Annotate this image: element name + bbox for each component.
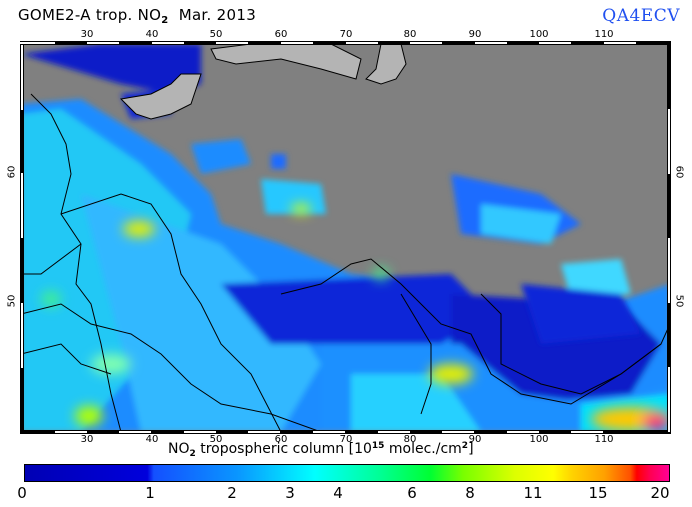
colorbar-tick: 20 bbox=[650, 484, 670, 502]
lon-tick: 110 bbox=[594, 29, 614, 40]
plot-title: GOME2-A trop. NO2 Mar. 2013 bbox=[18, 6, 256, 26]
lon-tick: 40 bbox=[145, 434, 159, 445]
lat-tick-right: 60 bbox=[673, 165, 685, 179]
colorbar-tick: 8 bbox=[465, 484, 475, 502]
lon-tick: 100 bbox=[529, 434, 549, 445]
lon-tick: 70 bbox=[339, 434, 353, 445]
colorbar-tick: 4 bbox=[333, 484, 343, 502]
no2-map bbox=[20, 43, 671, 433]
title-text: GOME2-A trop. NO bbox=[18, 6, 162, 24]
lon-tick: 110 bbox=[594, 434, 614, 445]
label-part: molec./cm bbox=[384, 441, 462, 457]
colorbar-tick: 1 bbox=[145, 484, 155, 502]
lon-tick: 60 bbox=[274, 29, 288, 40]
label-part: ] bbox=[468, 441, 474, 457]
colorbar bbox=[24, 464, 670, 482]
colorbar-label: NO2 tropospheric column [1015 molec./cm2… bbox=[168, 441, 474, 459]
label-superscript: 2 bbox=[461, 441, 469, 451]
lon-tick: 50 bbox=[209, 434, 223, 445]
lon-tick: 90 bbox=[468, 29, 482, 40]
label-subscript: 2 bbox=[189, 449, 196, 459]
map-frame bbox=[20, 41, 671, 434]
label-part: tropospheric column [10 bbox=[195, 441, 372, 457]
map-heatmap bbox=[21, 44, 670, 432]
brand-logo: QA4ECV bbox=[602, 6, 680, 26]
colorbar-tick: 2 bbox=[227, 484, 237, 502]
lon-tick: 50 bbox=[209, 29, 223, 40]
lon-tick: 60 bbox=[274, 434, 288, 445]
lon-tick: 30 bbox=[80, 434, 94, 445]
lon-tick: 70 bbox=[339, 29, 353, 40]
lat-tick-left: 60 bbox=[6, 165, 18, 179]
colorbar-tick: 6 bbox=[407, 484, 417, 502]
title-subscript: 2 bbox=[161, 15, 169, 26]
label-superscript: 15 bbox=[371, 441, 385, 451]
lon-tick: 90 bbox=[468, 434, 482, 445]
colorbar-tick: 0 bbox=[17, 484, 27, 502]
lon-tick: 30 bbox=[80, 29, 94, 40]
lon-tick: 80 bbox=[403, 29, 417, 40]
lon-tick: 40 bbox=[145, 29, 159, 40]
lat-tick-left: 50 bbox=[6, 294, 18, 308]
title-date: Mar. 2013 bbox=[178, 6, 257, 24]
lon-tick: 100 bbox=[529, 29, 549, 40]
colorbar-tick: 11 bbox=[523, 484, 543, 502]
lon-tick: 80 bbox=[403, 434, 417, 445]
label-part: NO bbox=[168, 441, 190, 457]
colorbar-tick: 15 bbox=[588, 484, 608, 502]
lat-tick-right: 50 bbox=[673, 294, 685, 308]
colorbar-tick: 3 bbox=[285, 484, 295, 502]
